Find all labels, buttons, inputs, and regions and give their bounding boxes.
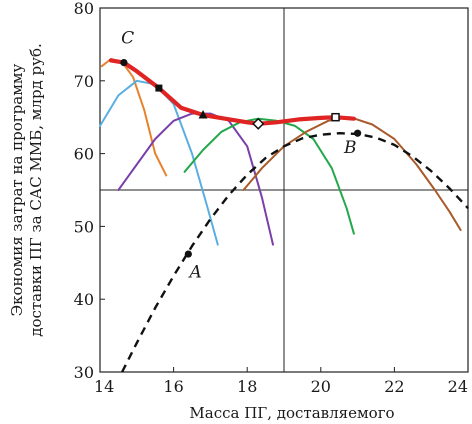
x-tick-label: 24 xyxy=(448,377,468,396)
marker-diamond xyxy=(252,117,265,130)
x-tick-label: 14 xyxy=(94,377,114,396)
marker-triangle xyxy=(198,110,208,119)
y-tick-label: 40 xyxy=(74,290,94,309)
x-axis-title: Масса ПГ, доставляемого xyxy=(189,404,394,422)
y-tick-label: 60 xyxy=(74,145,94,164)
y-tick-label: 50 xyxy=(74,217,94,236)
marker-dot xyxy=(184,250,192,258)
x-tick-label: 20 xyxy=(311,377,331,396)
marker-square xyxy=(155,84,163,92)
point-label-a: A xyxy=(188,262,202,282)
point-label-c: C xyxy=(121,29,134,49)
marker-dot xyxy=(354,129,362,137)
y-axis-title-line: доставки ПГ за САС ММБ, млрд руб. xyxy=(27,43,45,337)
x-tick-label: 18 xyxy=(237,377,257,396)
x-tick-label: 22 xyxy=(384,377,404,396)
series-line-dashed xyxy=(121,131,469,373)
marker-square-open xyxy=(331,112,340,122)
y-axis-title: Экономия затрат на программу доставки ПГ … xyxy=(8,43,45,337)
series-line-brown xyxy=(242,116,462,231)
y-tick-label: 30 xyxy=(74,363,94,382)
series-line-purple xyxy=(117,112,274,246)
y-tick-label: 70 xyxy=(74,72,94,91)
marker-dot xyxy=(120,59,128,67)
series-line-envelope xyxy=(108,58,356,126)
series-line-orange xyxy=(100,58,168,177)
y-axis-title-line: Экономия затрат на программу xyxy=(8,63,26,316)
y-tick-label: 80 xyxy=(74,0,94,18)
point-label-b: B xyxy=(343,138,357,158)
x-tick-label: 16 xyxy=(163,377,183,396)
